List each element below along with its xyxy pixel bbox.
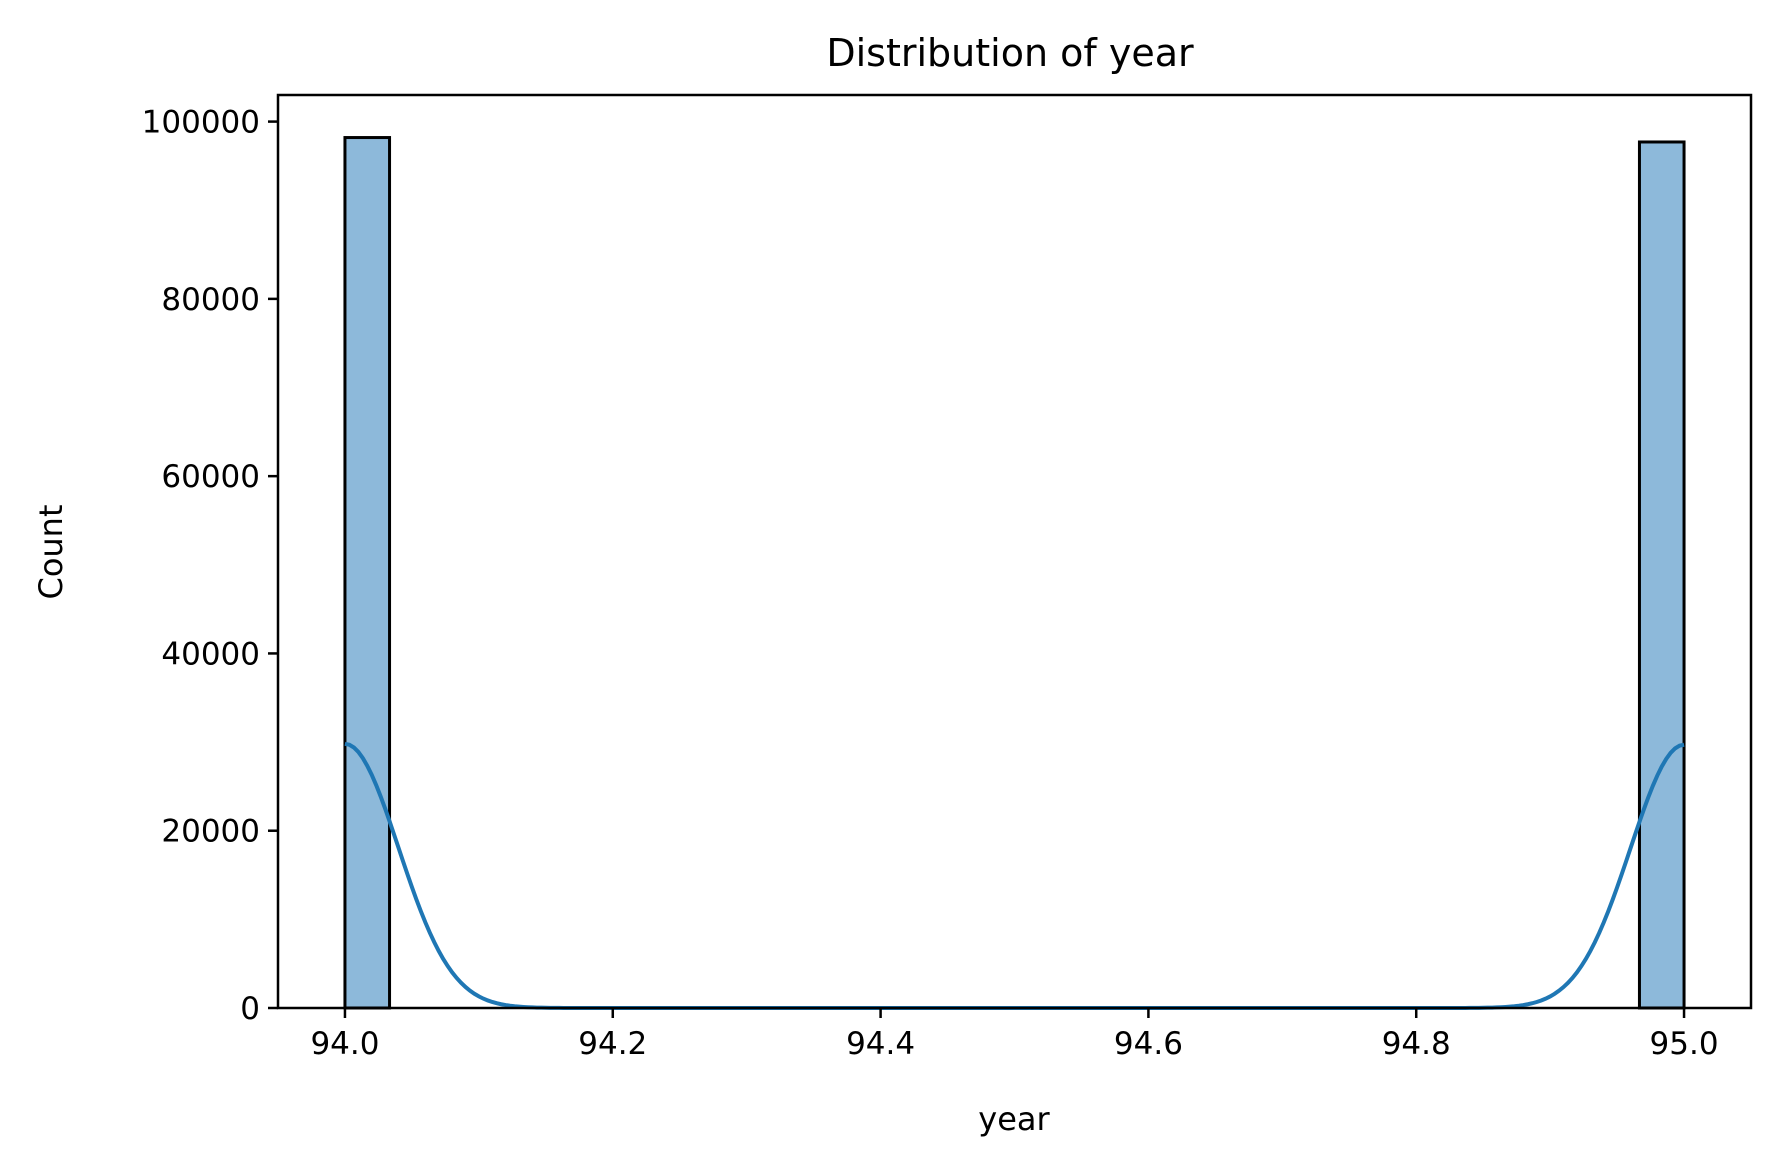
x-axis-ticks: 94.0 94.2 94.4 94.6 94.8 95.0 — [310, 1008, 1719, 1062]
x-tick-label: 94.2 — [578, 1026, 647, 1062]
y-tick-label: 40000 — [161, 636, 260, 672]
y-tick-label: 0 — [240, 991, 260, 1027]
y-tick-label: 60000 — [161, 459, 260, 495]
x-tick-label: 95.0 — [1650, 1026, 1719, 1062]
chart-title: Distribution of year — [826, 31, 1194, 75]
histogram-bar — [343, 136, 392, 1010]
y-tick-label: 20000 — [161, 814, 260, 850]
y-axis-label: Count — [32, 504, 70, 599]
y-tick-label: 80000 — [161, 282, 260, 318]
x-tick-label: 94.6 — [1114, 1026, 1183, 1062]
y-axis-ticks: 0 20000 40000 60000 80000 100000 — [142, 105, 278, 1027]
histogram-bars — [343, 136, 1686, 1010]
x-tick-label: 94.0 — [310, 1026, 379, 1062]
histogram-bar — [1637, 140, 1686, 1010]
x-tick-label: 94.4 — [846, 1026, 915, 1062]
y-tick-label: 100000 — [142, 105, 260, 141]
x-tick-label: 94.8 — [1382, 1026, 1451, 1062]
x-axis-label: year — [978, 1100, 1050, 1138]
plot-frame — [276, 93, 1753, 1010]
